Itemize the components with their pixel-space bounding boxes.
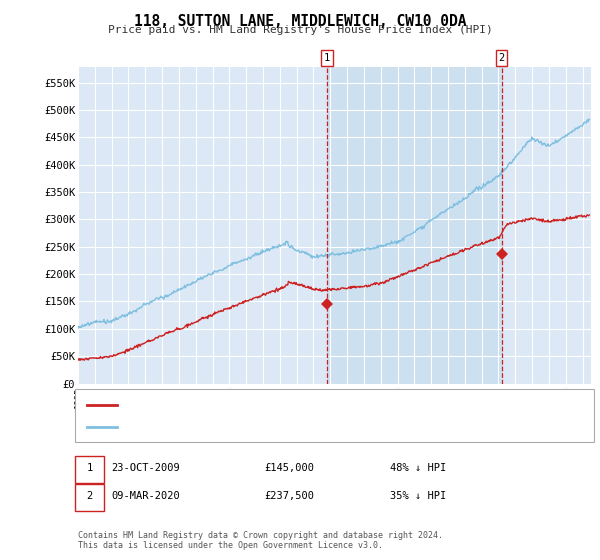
Text: 23-OCT-2009: 23-OCT-2009	[111, 463, 180, 473]
Text: 2: 2	[499, 53, 505, 63]
Text: £145,000: £145,000	[264, 463, 314, 473]
Text: Price paid vs. HM Land Registry's House Price Index (HPI): Price paid vs. HM Land Registry's House …	[107, 25, 493, 35]
Text: 118, SUTTON LANE, MIDDLEWICH, CW10 0DA (detached house): 118, SUTTON LANE, MIDDLEWICH, CW10 0DA (…	[123, 400, 446, 410]
Bar	[327, 67, 502, 384]
Text: 1: 1	[324, 53, 330, 63]
Text: 48% ↓ HPI: 48% ↓ HPI	[390, 463, 446, 473]
Text: Contains HM Land Registry data © Crown copyright and database right 2024.
This d: Contains HM Land Registry data © Crown c…	[78, 531, 443, 550]
Text: 35% ↓ HPI: 35% ↓ HPI	[390, 491, 446, 501]
Text: 2: 2	[86, 491, 92, 501]
Text: 09-MAR-2020: 09-MAR-2020	[111, 491, 180, 501]
Text: 118, SUTTON LANE, MIDDLEWICH, CW10 0DA: 118, SUTTON LANE, MIDDLEWICH, CW10 0DA	[134, 14, 466, 29]
Text: £237,500: £237,500	[264, 491, 314, 501]
Text: 1: 1	[86, 463, 92, 473]
Text: HPI: Average price, detached house, Cheshire East: HPI: Average price, detached house, Ches…	[123, 422, 411, 432]
